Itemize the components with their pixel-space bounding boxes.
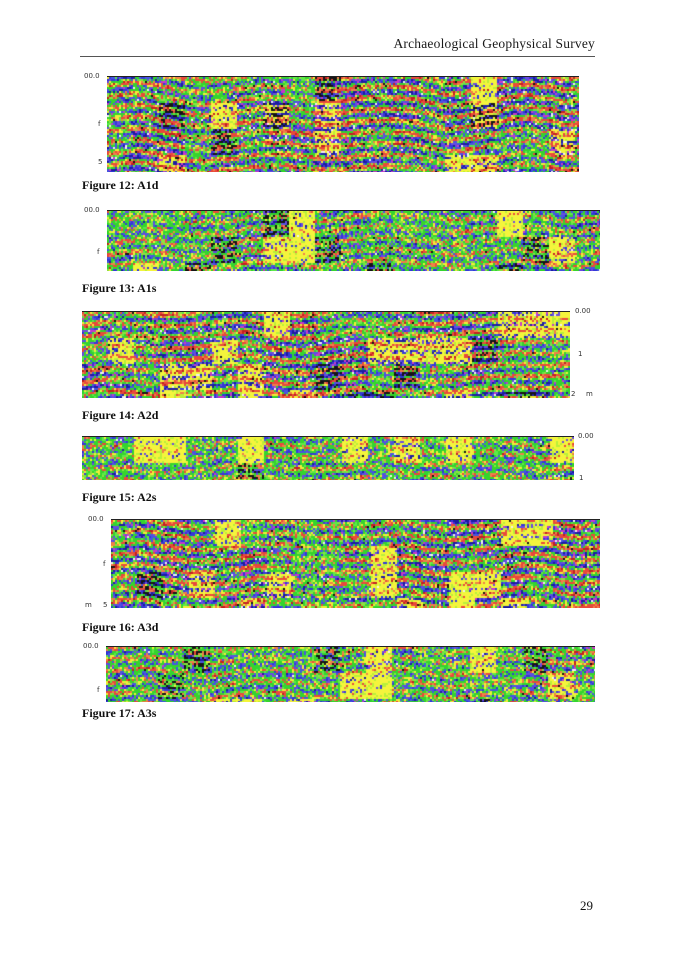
axis-label: 0.00 xyxy=(575,307,591,315)
axis-label: f xyxy=(97,686,100,694)
figure-block-15: 0.00 1 Figure 15: A2s xyxy=(82,432,594,504)
figure-caption: Figure 14: A2d xyxy=(82,408,159,422)
axis-label: 1 xyxy=(579,474,584,482)
figure-block-13: 00.0 f Figure 13: A1s xyxy=(82,206,600,295)
axis-label: f xyxy=(103,560,106,568)
axis-label: 2 xyxy=(571,390,576,398)
axis-label: 00.0 xyxy=(84,206,100,214)
radargram-image xyxy=(107,210,600,271)
axis-label: f xyxy=(97,248,100,256)
figure-block-17: 00.0 f Figure 17: A3s xyxy=(82,642,595,720)
radargram-image xyxy=(107,76,579,172)
figure-block-14: 0.00 1 2 m Figure 14: A2d xyxy=(82,307,593,422)
axis-label: 00.0 xyxy=(83,642,99,650)
axis-label: 5 xyxy=(98,158,103,166)
axis-label: 00.0 xyxy=(84,72,100,80)
axis-label: 5 xyxy=(103,601,108,609)
figure-block-16: 00.0 f m 5 Figure 16: A3d xyxy=(82,515,600,634)
figure-block-12: 00.0 f 5 Figure 12: A1d xyxy=(82,72,579,192)
axis-label: m xyxy=(586,390,593,398)
figure-caption: Figure 12: A1d xyxy=(82,178,159,192)
figure-caption: Figure 17: A3s xyxy=(82,706,157,720)
figure-caption: Figure 13: A1s xyxy=(82,281,157,295)
axis-label: 0.00 xyxy=(578,432,594,440)
axis-label: 1 xyxy=(578,350,583,358)
radargram-image xyxy=(82,311,570,398)
radargram-image xyxy=(82,436,574,480)
figure-caption: Figure 16: A3d xyxy=(82,620,159,634)
axis-label: 00.0 xyxy=(88,515,104,523)
radargram-image xyxy=(106,646,595,702)
axis-label: f xyxy=(98,120,101,128)
header-divider xyxy=(80,56,595,57)
axis-label: m xyxy=(85,601,92,609)
page-number: 29 xyxy=(580,898,593,913)
page-header-title: Archaeological Geophysical Survey xyxy=(393,36,595,51)
figure-caption: Figure 15: A2s xyxy=(82,490,157,504)
radargram-image xyxy=(111,519,600,608)
